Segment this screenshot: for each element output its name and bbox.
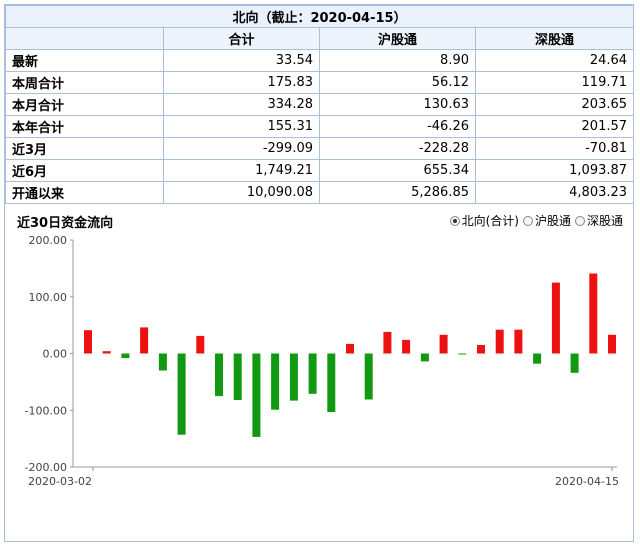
cell-shenzhen: 203.65 — [474, 93, 635, 116]
bar — [402, 339, 411, 354]
radio-checked-icon[interactable] — [449, 215, 460, 226]
cell-shanghai: -228.28 — [319, 137, 476, 160]
radio-option-shenzhen[interactable]: 深股通 — [574, 212, 623, 229]
table-row: 本周合计 175.83 56.12 119.71 — [5, 71, 635, 94]
radio-option-total[interactable]: 北向(合计) — [449, 212, 519, 229]
bar — [533, 353, 542, 364]
radio-label-shenzhen: 深股通 — [586, 214, 623, 228]
chart-title: 近30日资金流向 — [17, 216, 114, 231]
bar — [84, 330, 92, 354]
bar — [570, 353, 579, 373]
radio-unchecked-icon[interactable] — [522, 215, 533, 226]
radio-option-shanghai[interactable]: 沪股通 — [522, 212, 571, 229]
table-row: 开通以来 10,090.08 5,286.85 4,803.23 — [5, 181, 635, 204]
bar — [327, 353, 336, 412]
cell-shenzhen: 201.57 — [474, 115, 635, 138]
bar — [364, 353, 373, 400]
cell-shenzhen: 119.71 — [474, 71, 635, 94]
cell-shenzhen: 24.64 — [474, 49, 635, 72]
bar — [439, 334, 448, 354]
bar — [252, 353, 261, 437]
flow-summary-table: 北向（截止：2020-04-15） 合计 沪股通 深股通 最新 33.54 8.… — [4, 5, 635, 204]
bar — [233, 353, 242, 400]
bar — [383, 331, 392, 354]
cell-shanghai: 130.63 — [319, 93, 476, 116]
table-title: 北向（截止：2020-04-15） — [4, 5, 635, 28]
y-tick-label: -100.00 — [25, 404, 67, 417]
x-tick-label-start: 2020-03-02 — [28, 475, 92, 488]
table-row: 近3月 -299.09 -228.28 -70.81 — [5, 137, 635, 160]
cell-shanghai: 8.90 — [319, 49, 476, 72]
cell-shanghai: 56.12 — [319, 71, 476, 94]
row-label: 开通以来 — [5, 181, 164, 204]
bar — [289, 353, 298, 401]
y-tick-label: 100.00 — [29, 291, 68, 304]
bar — [495, 329, 504, 354]
cell-shenzhen: 4,803.23 — [474, 181, 635, 204]
northbound-flow-panel: 北向（截止：2020-04-15） 合计 沪股通 深股通 最新 33.54 8.… — [4, 4, 635, 542]
y-tick-label: 0.00 — [43, 348, 68, 361]
series-selector: 北向(合计) 沪股通 深股通 — [449, 212, 623, 229]
bar — [271, 353, 280, 410]
col-header-shanghai: 沪股通 — [319, 27, 476, 50]
cell-total: -299.09 — [163, 137, 320, 160]
radio-label-total: 北向(合计) — [461, 214, 519, 228]
flow-bar-chart: 200.00 100.00 0.00 -100.00 -200.002020-03-02… — [25, 234, 619, 488]
flow-chart-section: 200.00 100.00 0.00 -100.00 -200.00 2020-03-02… — [5, 204, 633, 534]
cell-shanghai: -46.26 — [319, 115, 476, 138]
cell-shenzhen: -70.81 — [474, 137, 635, 160]
table-row: 最新 33.54 8.90 24.64 — [5, 49, 635, 72]
bar — [121, 353, 130, 358]
cell-total: 175.83 — [163, 71, 320, 94]
radio-label-shanghai: 沪股通 — [534, 214, 571, 228]
row-label: 本月合计 — [5, 93, 164, 116]
y-tick-label: -200.00 — [25, 461, 67, 474]
row-label: 本周合计 — [5, 71, 164, 94]
bar — [589, 273, 598, 354]
bar — [196, 335, 205, 354]
bar — [140, 327, 149, 354]
col-header-total: 合计 — [163, 27, 320, 50]
bar — [458, 353, 467, 355]
table-row: 本年合计 155.31 -46.26 201.57 — [5, 115, 635, 138]
bar — [551, 282, 560, 354]
bar — [420, 353, 429, 362]
cell-shenzhen: 1,093.87 — [474, 159, 635, 182]
radio-unchecked-icon[interactable] — [574, 215, 585, 226]
cell-total: 33.54 — [163, 49, 320, 72]
cell-shanghai: 5,286.85 — [319, 181, 476, 204]
bar — [177, 353, 186, 435]
cell-total: 10,090.08 — [163, 181, 320, 204]
row-label: 本年合计 — [5, 115, 164, 138]
bar — [514, 329, 523, 354]
header-blank — [5, 27, 164, 50]
cell-shanghai: 655.34 — [319, 159, 476, 182]
x-tick-label-end: 2020-04-15 — [555, 475, 619, 488]
bar — [477, 345, 485, 354]
y-tick-label: 200.00 — [29, 234, 68, 247]
table-row: 近6月 1,749.21 655.34 1,093.87 — [5, 159, 635, 182]
cell-total: 155.31 — [163, 115, 320, 138]
bar — [346, 343, 354, 354]
bar — [215, 353, 223, 397]
bar — [102, 351, 111, 354]
cell-total: 334.28 — [163, 93, 320, 116]
table-row: 本月合计 334.28 130.63 203.65 — [5, 93, 635, 116]
row-label: 近3月 — [5, 137, 164, 160]
bar — [308, 353, 317, 394]
col-header-shenzhen: 深股通 — [474, 27, 635, 50]
bar — [608, 334, 616, 354]
cell-total: 1,749.21 — [163, 159, 320, 182]
row-label: 近6月 — [5, 159, 164, 182]
row-label: 最新 — [5, 49, 164, 72]
bar — [158, 353, 167, 371]
